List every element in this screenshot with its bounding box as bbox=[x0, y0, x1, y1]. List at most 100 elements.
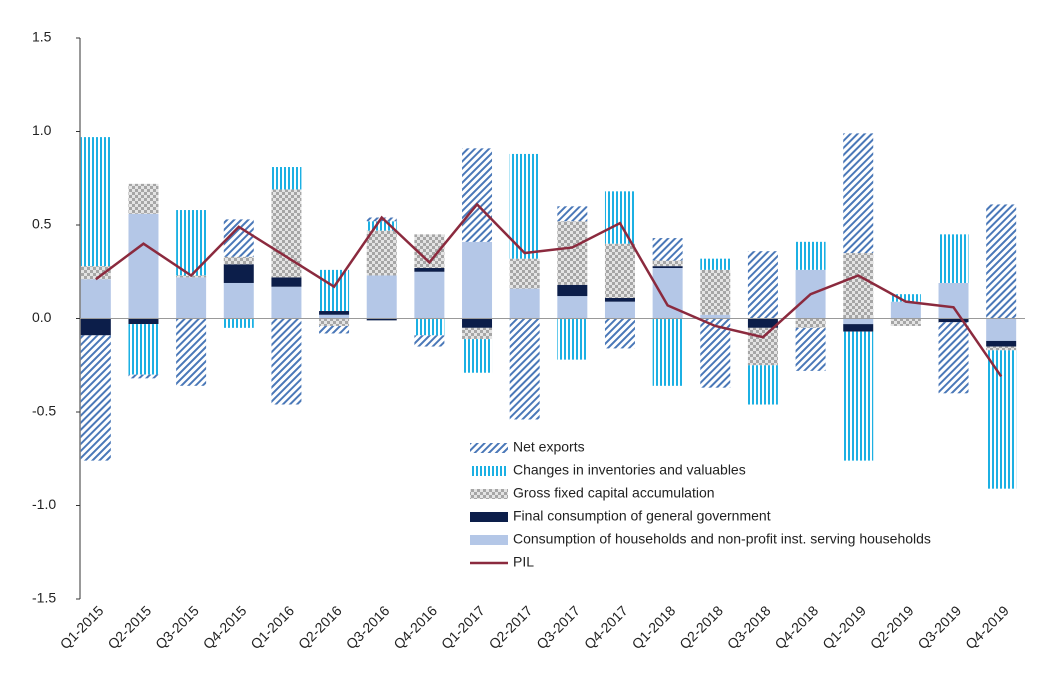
x-tick-label: Q1-2015 bbox=[57, 602, 107, 652]
bar-segment bbox=[557, 296, 588, 319]
bar-segment bbox=[652, 318, 683, 386]
bar-segment bbox=[366, 230, 397, 276]
bar-segment bbox=[795, 327, 826, 371]
x-tick-label: Q4-2018 bbox=[771, 602, 821, 652]
y-tick-label: 0.5 bbox=[32, 216, 52, 232]
x-tick-label: Q4-2015 bbox=[200, 602, 250, 652]
y-tick-label: -0.5 bbox=[32, 403, 56, 419]
legend-label: Consumption of households and non-profit… bbox=[513, 531, 931, 547]
x-tick-label: Q2-2019 bbox=[867, 602, 917, 652]
bar-segment bbox=[509, 258, 540, 289]
bar-segment bbox=[319, 269, 350, 312]
legend-swatch bbox=[470, 443, 508, 453]
bar-segment bbox=[462, 327, 493, 340]
x-tick-label: Q2-2015 bbox=[104, 602, 154, 652]
bar-segment bbox=[843, 318, 874, 325]
bar-segment bbox=[176, 318, 207, 386]
bar-segment bbox=[176, 277, 207, 319]
bar-segment bbox=[604, 297, 635, 302]
bar-segment bbox=[604, 318, 635, 349]
bar-segment bbox=[80, 318, 111, 336]
bar-segment bbox=[938, 282, 969, 319]
bar-segment bbox=[462, 339, 493, 373]
bar-segment bbox=[80, 279, 111, 319]
y-tick-label: 1.0 bbox=[32, 122, 52, 138]
bar-segment bbox=[986, 340, 1017, 347]
bar-segment bbox=[986, 318, 1017, 341]
bar-segment bbox=[795, 241, 826, 270]
y-tick-label: -1.5 bbox=[32, 590, 56, 606]
bar-segment bbox=[652, 266, 683, 269]
bar-segment bbox=[319, 318, 350, 326]
bar-segment bbox=[366, 221, 397, 231]
bar-segment bbox=[462, 318, 493, 328]
x-tick-label: Q1-2017 bbox=[438, 602, 488, 652]
bar-segment bbox=[938, 322, 969, 394]
bar-segment bbox=[747, 365, 778, 405]
x-tick-label: Q3-2019 bbox=[914, 602, 964, 652]
bar-segment bbox=[128, 183, 159, 214]
legend-label: Changes in inventories and valuables bbox=[513, 462, 746, 478]
bar-segment bbox=[557, 206, 588, 222]
bar-segment bbox=[700, 258, 731, 270]
bar-segment bbox=[652, 238, 683, 261]
bar-segment bbox=[843, 253, 874, 319]
legend-swatch bbox=[470, 466, 508, 476]
x-tick-label: Q1-2018 bbox=[629, 602, 679, 652]
line-series bbox=[95, 202, 1003, 378]
x-tick-label: Q1-2016 bbox=[247, 602, 297, 652]
bar-segment bbox=[128, 318, 159, 325]
bar-segment bbox=[986, 346, 1017, 351]
y-tick-label: 0.0 bbox=[32, 309, 52, 325]
bar-segment bbox=[604, 301, 635, 319]
bar-segment bbox=[414, 318, 445, 336]
bar-segment bbox=[557, 221, 588, 285]
x-tick-label: Q3-2016 bbox=[343, 602, 393, 652]
bar-segment bbox=[319, 311, 350, 315]
bar-segment bbox=[700, 318, 731, 388]
x-tick-label: Q1-2019 bbox=[819, 602, 869, 652]
bar-segment bbox=[271, 167, 302, 190]
x-tick-label: Q3-2018 bbox=[724, 602, 774, 652]
x-tick-label: Q3-2015 bbox=[152, 602, 202, 652]
x-tick-label: Q3-2017 bbox=[533, 602, 583, 652]
legend-label: PIL bbox=[513, 554, 534, 570]
bar-segment bbox=[414, 271, 445, 319]
bar-segment bbox=[557, 284, 588, 297]
bar-segment bbox=[462, 241, 493, 319]
bar-segment bbox=[509, 288, 540, 319]
bar-segment bbox=[128, 213, 159, 319]
y-tick-label: -1.0 bbox=[32, 496, 56, 512]
bar-segment bbox=[938, 318, 969, 323]
legend-label: Gross fixed capital accumulation bbox=[513, 485, 715, 501]
bar-segment bbox=[414, 335, 445, 347]
x-tick-label: Q4-2017 bbox=[581, 602, 631, 652]
x-tick-label: Q4-2016 bbox=[390, 602, 440, 652]
bar-segment bbox=[319, 325, 350, 334]
bar-segment bbox=[128, 374, 159, 379]
bar-segment bbox=[223, 318, 254, 328]
bar-segment bbox=[986, 350, 1017, 489]
legend: Net exports Changes in inventories and va… bbox=[470, 439, 931, 570]
y-tick-label: 1.5 bbox=[32, 29, 52, 45]
x-tick-label: Q2-2017 bbox=[486, 602, 536, 652]
bar-segment bbox=[986, 204, 1017, 319]
bar-segment bbox=[652, 260, 683, 267]
bar-segment bbox=[938, 234, 969, 283]
bar-segment bbox=[604, 243, 635, 298]
bar-segment bbox=[223, 264, 254, 283]
bar-segment bbox=[509, 318, 540, 420]
bar-segment bbox=[795, 318, 826, 328]
x-tick-label: Q4-2019 bbox=[962, 602, 1012, 652]
legend-swatch bbox=[470, 512, 508, 522]
bar-segment bbox=[604, 191, 635, 244]
bar-segment bbox=[747, 251, 778, 319]
bar-segment bbox=[80, 266, 111, 280]
bar-segment bbox=[700, 269, 731, 315]
bar-segment bbox=[80, 335, 111, 461]
bar-segment bbox=[271, 277, 302, 287]
bar-segment bbox=[890, 301, 921, 319]
bar-segment bbox=[890, 294, 921, 302]
bar-segment bbox=[366, 318, 397, 321]
legend-label: Net exports bbox=[513, 439, 585, 455]
